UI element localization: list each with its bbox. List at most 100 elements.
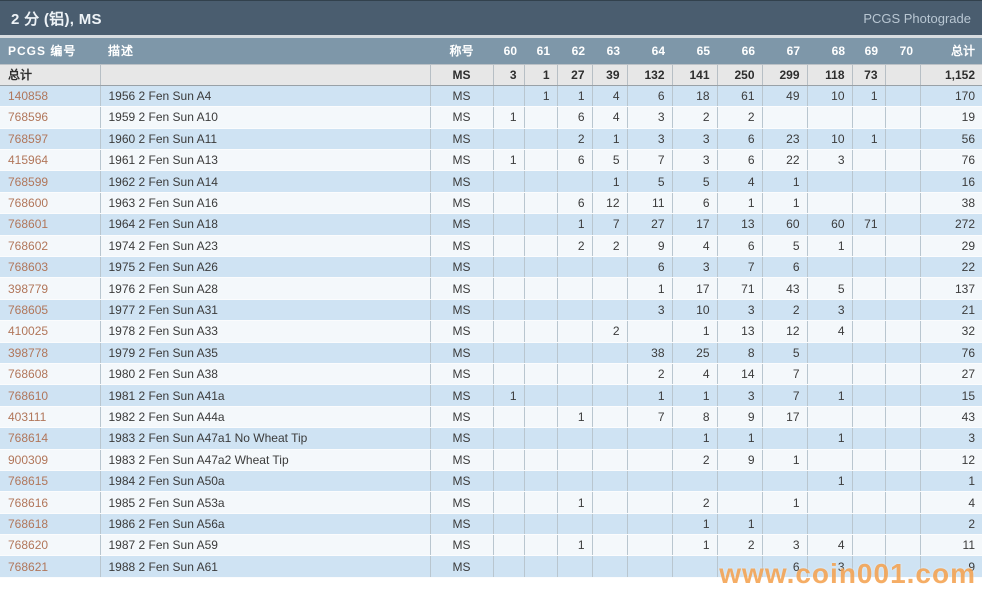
cell-grade-64: 2	[626, 363, 672, 386]
cell-pcgs-no[interactable]: 403111	[0, 406, 100, 429]
pcgs-number-link[interactable]: 768605	[8, 302, 49, 317]
table-row: 415964 1961 2 Fen Sun A13 MS 1 6 5 7 3 6 22 3 76	[0, 149, 982, 172]
pcgs-number-link[interactable]: 768600	[8, 196, 49, 211]
cell-grade-60	[492, 320, 524, 343]
cell-grade-61	[523, 213, 557, 236]
cell-grade-66: 9	[716, 449, 762, 471]
pcgs-number-link[interactable]: 415964	[8, 153, 49, 168]
pcgs-number-link[interactable]: 768601	[8, 217, 49, 232]
cell-grade-61	[523, 149, 557, 172]
cell-grade-60	[492, 128, 524, 151]
photograde-link[interactable]: PCGS Photograde	[863, 10, 971, 26]
cell-grade-60	[492, 277, 524, 300]
cell-pcgs-no[interactable]: 398778	[0, 342, 100, 364]
cell-grade-61	[523, 470, 557, 493]
cell-total: 76	[919, 342, 982, 364]
pcgs-number-link[interactable]: 410025	[8, 324, 49, 339]
cell-pcgs-no[interactable]: 410025	[0, 320, 100, 343]
cell-grade-63	[591, 534, 627, 557]
cell-description: 1988 2 Fen Sun A61	[99, 555, 430, 578]
cell-grade-67: 3	[761, 534, 807, 557]
pcgs-number-link[interactable]: 768603	[8, 260, 49, 275]
cell-pcgs-no[interactable]: 900309	[0, 449, 100, 471]
cell-grade-67	[761, 513, 807, 536]
pcgs-number-link[interactable]: 768616	[8, 495, 49, 510]
pcgs-number-link[interactable]: 768596	[8, 110, 49, 125]
cell-grade-61	[523, 555, 557, 578]
cell-pcgs-no[interactable]: 768601	[0, 213, 100, 236]
cell-grade-69	[851, 534, 885, 557]
cell-grade-63	[591, 406, 627, 429]
cell-grade-66: 6	[716, 128, 762, 151]
cell-pcgs-no[interactable]: 768610	[0, 384, 100, 407]
cell-pcgs-no[interactable]: 140858	[0, 85, 100, 108]
cell-grade-65: 3	[671, 128, 717, 151]
cell-grade-66: 6	[716, 149, 762, 172]
cell-pcgs-no[interactable]: 768603	[0, 256, 100, 279]
pcgs-number-link[interactable]: 768599	[8, 174, 49, 189]
pcgs-number-link[interactable]: 768610	[8, 388, 49, 403]
cell-pcgs-no[interactable]: 768618	[0, 513, 100, 536]
cell-pcgs-no[interactable]: 768616	[0, 491, 100, 514]
cell-grade-66: 2	[716, 106, 762, 129]
cell-pcgs-no[interactable]: 768608	[0, 363, 100, 386]
cell-designation: MS	[429, 170, 493, 193]
cell-pcgs-no[interactable]: 398779	[0, 277, 100, 300]
cell-grade-69	[851, 342, 885, 364]
cell-grade-63	[591, 299, 627, 322]
pcgs-number-link[interactable]: 768620	[8, 538, 49, 553]
cell-pcgs-no[interactable]: 768599	[0, 170, 100, 193]
cell-grade-61	[523, 406, 557, 429]
cell-grade-65: 1	[671, 513, 717, 536]
cell-pcgs-no[interactable]: 768614	[0, 427, 100, 450]
cell-pcgs-no[interactable]: 768620	[0, 534, 100, 557]
pcgs-number-link[interactable]: 900309	[8, 452, 49, 467]
cell-grade-60	[492, 170, 524, 193]
cell-description: 1979 2 Fen Sun A35	[99, 342, 430, 364]
cell-grade-67: 6	[761, 256, 807, 279]
cell-grade-64	[626, 320, 672, 343]
cell-grade-70	[884, 106, 920, 129]
cell-pcgs-no[interactable]: 768596	[0, 106, 100, 129]
pcgs-number-link[interactable]: 768602	[8, 238, 49, 253]
cell-grade-70	[884, 213, 920, 236]
cell-grade-69	[851, 363, 885, 386]
pcgs-number-link[interactable]: 403111	[8, 409, 47, 424]
cell-pcgs-no[interactable]: 768600	[0, 192, 100, 215]
cell-total: 38	[919, 192, 982, 215]
pcgs-number-link[interactable]: 768618	[8, 516, 49, 531]
cell-pcgs-no[interactable]: 768602	[0, 235, 100, 258]
pcgs-number-link[interactable]: 768614	[8, 431, 49, 446]
pcgs-number-link[interactable]: 398778	[8, 345, 49, 360]
pcgs-number-link[interactable]: 768608	[8, 367, 49, 382]
cell-pcgs-no[interactable]: 768605	[0, 299, 100, 322]
col-header-64: 64	[627, 38, 672, 64]
table-row: 768614 1983 2 Fen Sun A47a1 No Wheat Tip M…	[0, 427, 982, 450]
cell-grade-63	[591, 555, 627, 578]
cell-grade-70	[884, 299, 920, 322]
cell-pcgs-no[interactable]: 415964	[0, 149, 100, 172]
pcgs-number-link[interactable]: 140858	[8, 89, 49, 104]
table-header-row: PCGS 编号 描述 称号 60 61 62 63 64 65 66 67 68 69 70 总计	[0, 38, 982, 64]
cell-pcgs-no[interactable]: 768621	[0, 555, 100, 578]
cell-grade-61	[523, 449, 557, 471]
cell-grade-65	[671, 555, 717, 578]
cell-description: 1986 2 Fen Sun A56a	[99, 513, 430, 536]
cell-pcgs-no[interactable]: 768615	[0, 470, 100, 493]
cell-grade-69: 71	[851, 213, 885, 236]
pcgs-number-link[interactable]: 768621	[8, 559, 49, 574]
cell-pcgs-no[interactable]: 768597	[0, 128, 100, 151]
pcgs-number-link[interactable]: 768615	[8, 474, 49, 489]
cell-grade-68	[806, 170, 852, 193]
cell-grade-66: 1	[716, 427, 762, 450]
col-header-67: 67	[762, 38, 807, 64]
cell-grade-63: 2	[591, 320, 627, 343]
cell-grade-69	[851, 149, 885, 172]
pcgs-number-link[interactable]: 768597	[8, 131, 49, 146]
cell-grade-62	[556, 363, 592, 386]
pcgs-number-link[interactable]: 398779	[8, 281, 49, 296]
cell-grade-69	[851, 256, 885, 279]
cell-grade-64: 6	[626, 256, 672, 279]
cell-grade-66: 8	[716, 342, 762, 364]
cell-grade-69	[851, 406, 885, 429]
